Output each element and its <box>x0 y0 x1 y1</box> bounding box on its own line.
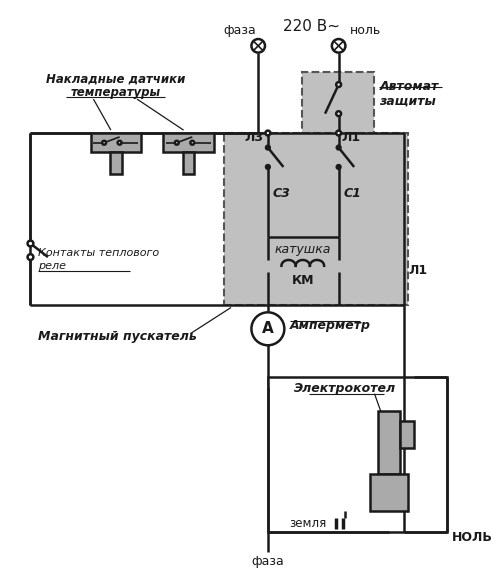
Bar <box>302 72 374 133</box>
Circle shape <box>190 141 194 145</box>
Circle shape <box>332 39 345 52</box>
Text: защиты: защиты <box>380 94 436 107</box>
Text: Л1: Л1 <box>342 132 360 144</box>
Bar <box>268 377 447 533</box>
Text: Автомат: Автомат <box>380 80 438 93</box>
Circle shape <box>336 165 341 169</box>
Circle shape <box>336 145 341 150</box>
Text: температуры: температуры <box>70 86 161 99</box>
Circle shape <box>336 111 341 116</box>
Circle shape <box>28 240 34 246</box>
Circle shape <box>28 254 34 260</box>
Circle shape <box>266 130 270 136</box>
Text: Магнитный пускатель: Магнитный пускатель <box>38 330 197 343</box>
Text: фаза: фаза <box>252 555 284 568</box>
Bar <box>378 411 400 474</box>
Text: С3: С3 <box>272 187 290 200</box>
Bar <box>224 133 408 304</box>
Bar <box>400 421 414 448</box>
Text: 220 В~: 220 В~ <box>283 19 340 34</box>
Text: Л1: Л1 <box>408 264 428 277</box>
Circle shape <box>266 165 270 169</box>
Text: Накладные датчики: Накладные датчики <box>46 72 186 86</box>
Text: катушка: катушка <box>274 243 331 256</box>
Bar <box>163 133 214 152</box>
Text: Амперметр: Амперметр <box>290 320 371 332</box>
Bar <box>370 474 408 511</box>
Circle shape <box>336 82 341 87</box>
Bar <box>182 152 194 174</box>
Text: А: А <box>262 321 274 336</box>
Circle shape <box>252 313 284 345</box>
Bar <box>90 133 141 152</box>
Bar <box>110 152 122 174</box>
Text: Контакты теплового: Контакты теплового <box>38 248 160 258</box>
Circle shape <box>102 141 106 145</box>
Circle shape <box>118 141 122 145</box>
Text: земля: земля <box>289 517 326 530</box>
Circle shape <box>266 145 270 150</box>
Text: КМ: КМ <box>292 274 314 287</box>
Text: НОЛЬ: НОЛЬ <box>452 531 493 544</box>
Circle shape <box>336 130 341 136</box>
Text: Л3: Л3 <box>244 132 263 144</box>
Circle shape <box>175 141 178 145</box>
Text: Электрокотел: Электрокотел <box>294 382 396 395</box>
Text: фаза: фаза <box>224 24 256 37</box>
Text: реле: реле <box>38 261 66 271</box>
Circle shape <box>252 39 265 52</box>
Text: ноль: ноль <box>350 24 382 37</box>
Text: С1: С1 <box>344 187 361 200</box>
